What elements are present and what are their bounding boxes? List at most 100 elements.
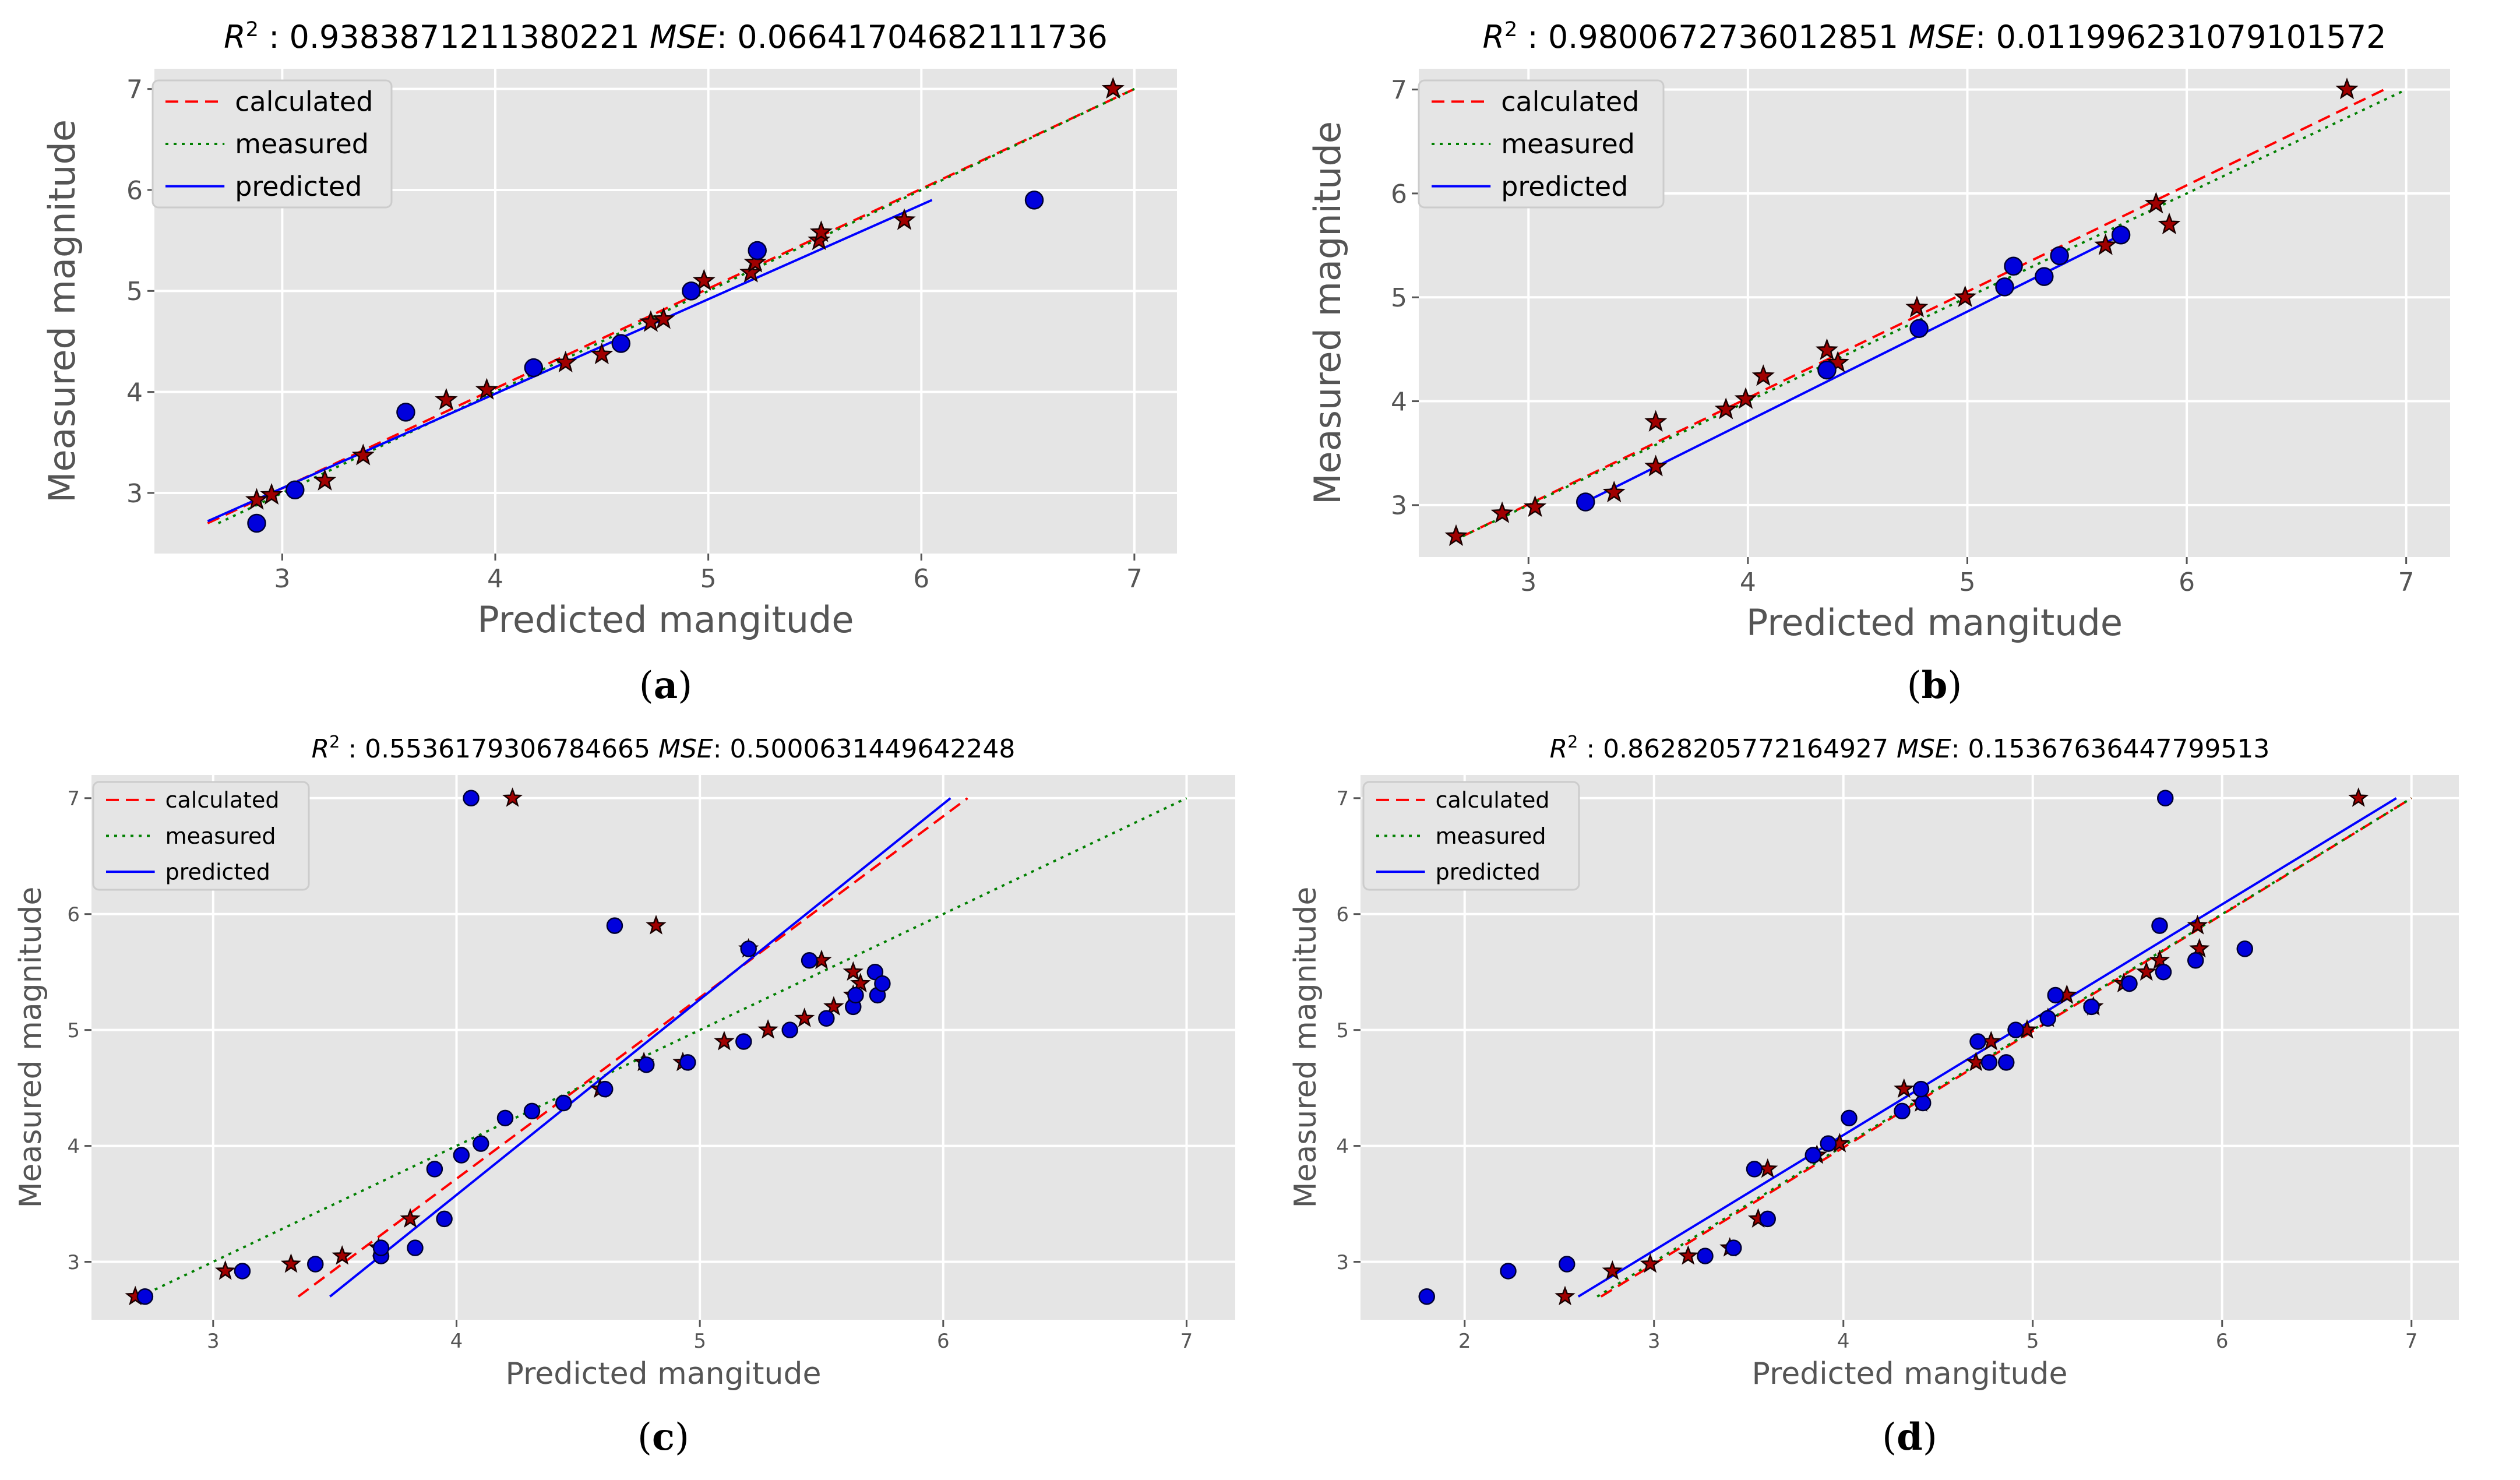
circle-point	[2187, 952, 2204, 969]
legend-label-calculated: calculated	[1436, 787, 1550, 813]
circle-point	[874, 975, 891, 992]
series-line-measured	[1462, 88, 2407, 538]
x-axis-label: Predicted mangitude	[1752, 1356, 2068, 1391]
legend-frame	[151, 79, 393, 209]
x-tick-label: 7	[1180, 1330, 1193, 1353]
circle-point	[136, 1288, 154, 1305]
x-tick-label: 7	[1126, 564, 1143, 594]
legend-label-measured: measured	[235, 128, 369, 160]
circle-point	[1759, 1210, 1776, 1228]
series-line-calculated	[1462, 88, 2385, 538]
title-mse-label: MSE	[650, 19, 717, 55]
circle-point	[1804, 1147, 1821, 1164]
x-tick-label: 7	[2405, 1330, 2418, 1353]
circle-point	[1915, 1094, 1932, 1112]
circle-point	[748, 241, 767, 260]
star-point	[435, 387, 458, 410]
series-line-predicted	[329, 797, 951, 1298]
chart-title: R2 : 0.5536179306784665 MSE: 0.500063144…	[312, 732, 1016, 764]
circle-point	[597, 1080, 614, 1098]
x-tick-label: 3	[207, 1330, 220, 1353]
star-point	[757, 1019, 778, 1039]
x-tick-label: 5	[700, 564, 717, 594]
star-point	[590, 342, 614, 365]
legend: calculated measured predicted	[92, 781, 310, 891]
y-tick-label: 7	[1391, 75, 1407, 105]
circle-point	[679, 1054, 696, 1071]
circle-point	[463, 790, 480, 807]
y-tick-label: 4	[67, 1135, 80, 1158]
subplot-b: 3 4 5 6 7 3 4 5 6 7 calculated measured predicted R2 …	[1306, 17, 2450, 707]
panel-label: (d)	[1882, 1415, 1937, 1459]
y-axis-label: Measured magnitude	[1306, 121, 1349, 505]
circle-point	[1725, 1239, 1742, 1256]
title-r2-value: : 0.5536179306784665	[340, 734, 658, 764]
title-r2-value: : 0.9800672736012851	[1517, 19, 1908, 55]
y-tick-label: 6	[1336, 903, 1349, 926]
circle-point	[2083, 998, 2100, 1016]
title-mse-value: : 0.5000631449642248	[713, 734, 1016, 764]
circle-point	[1817, 360, 1837, 380]
circle-point	[2151, 917, 2168, 934]
legend-label-measured: measured	[1501, 128, 1635, 160]
star-point	[1954, 285, 1977, 307]
star-point	[1640, 1253, 1661, 1273]
star-point	[332, 1245, 353, 1265]
x-tick-label: 4	[1837, 1330, 1850, 1353]
circle-point	[638, 1056, 655, 1073]
star-point	[2335, 77, 2359, 100]
y-tick-label: 6	[67, 903, 80, 926]
star-point	[1714, 397, 1737, 420]
star-point	[214, 1260, 236, 1280]
x-tick-label: 3	[1520, 568, 1536, 597]
subplot-a: 3 4 5 6 7 3 4 5 6 7 calculated measured predicted R2 …	[41, 17, 1177, 707]
star-point	[1815, 338, 1838, 360]
circle-point	[740, 940, 757, 957]
series-line-predicted	[1583, 234, 2121, 505]
legend-label-measured: measured	[165, 823, 276, 849]
title-mse-label: MSE	[1897, 734, 1951, 764]
x-tick-label: 6	[2179, 568, 2195, 597]
y-tick-label: 6	[126, 176, 143, 206]
title-r2-sup: 2	[329, 732, 340, 752]
title-r2-label: R	[1482, 19, 1504, 55]
y-tick-label: 5	[126, 277, 143, 306]
circle-point	[1841, 1109, 1858, 1127]
chart-title: R2 : 0.9383871211380221 MSE: 0.066417046…	[224, 17, 1108, 56]
star-point	[1894, 1078, 1915, 1098]
circle-point	[524, 358, 544, 378]
legend-frame	[92, 781, 310, 891]
star-point	[1905, 295, 1929, 318]
series-line-calculated	[1600, 797, 2412, 1298]
star-point	[351, 443, 375, 466]
panel-label: (b)	[1907, 664, 1962, 707]
title-mse-label: MSE	[1908, 19, 1976, 55]
circle-point	[1980, 1054, 1998, 1071]
circle-point	[496, 1109, 514, 1127]
circle-point	[523, 1102, 541, 1120]
star-point	[1826, 351, 1849, 373]
star-point	[1644, 410, 1668, 432]
x-tick-label: 4	[1740, 568, 1756, 597]
star-point	[843, 961, 864, 981]
circle-point	[1418, 1288, 1435, 1305]
circle-point	[682, 281, 701, 301]
circle-point	[473, 1135, 489, 1152]
legend: calculated measured predicted	[151, 79, 393, 209]
circle-point	[1697, 1248, 1714, 1264]
star-point	[2149, 949, 2170, 970]
star-point	[2348, 787, 2369, 807]
circle-point	[247, 513, 266, 533]
star-point	[2158, 212, 2181, 235]
circle-point	[1909, 319, 1929, 338]
title-r2-label: R	[1550, 734, 1568, 764]
panel-label: (c)	[637, 1415, 689, 1459]
star-point	[646, 915, 667, 935]
star-point	[1490, 501, 1514, 523]
star-point	[475, 378, 498, 400]
star-point	[739, 260, 763, 283]
chart-title: R2 : 0.8628205772164927 MSE: 0.153676364…	[1550, 732, 2270, 764]
title-r2-label: R	[224, 19, 246, 55]
star-point	[400, 1208, 421, 1228]
